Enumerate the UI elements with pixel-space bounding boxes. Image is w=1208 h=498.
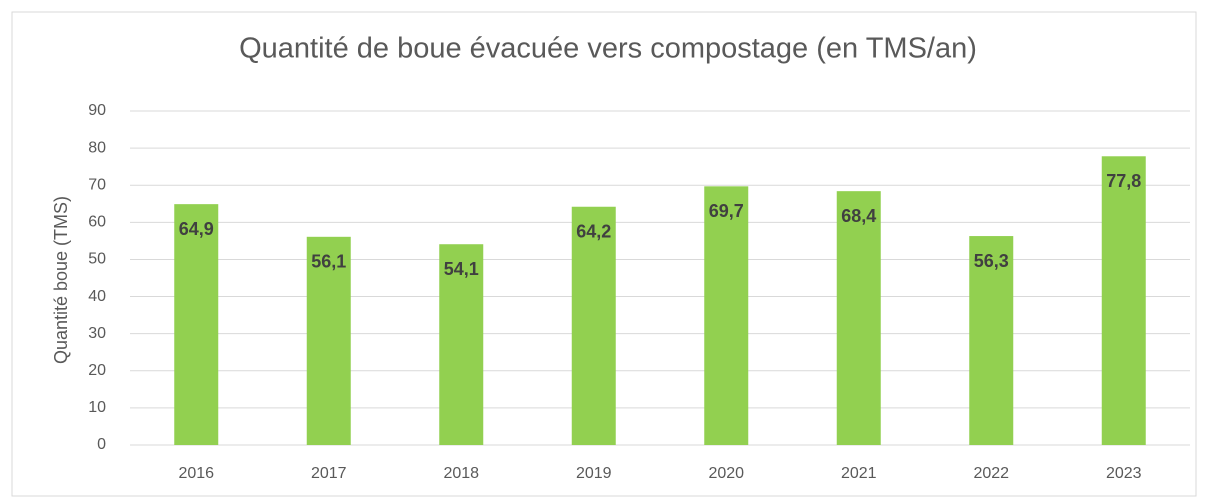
y-tick-label: 10 [88,399,106,416]
y-tick-label: 80 [88,139,106,156]
x-tick-label: 2017 [311,465,347,482]
y-tick-label: 70 [88,176,106,193]
x-tick-label: 2022 [973,465,1009,482]
bar [704,186,749,445]
data-label: 54,1 [444,259,479,279]
y-tick-label: 0 [97,436,106,453]
data-label: 64,2 [576,221,611,241]
data-label: 69,7 [709,201,744,221]
y-tick-label: 90 [88,102,106,119]
y-tick-label: 20 [88,362,106,379]
y-tick-label: 50 [88,251,106,268]
data-label: 56,3 [974,251,1009,271]
x-tick-label: 2019 [576,465,612,482]
x-tick-label: 2023 [1106,465,1142,482]
y-tick-label: 30 [88,325,106,342]
data-label: 77,8 [1106,171,1141,191]
chart-title: Quantité de boue évacuée vers compostage… [239,33,977,65]
x-tick-label: 2016 [178,465,214,482]
x-tick-label: 2020 [708,465,744,482]
data-label: 56,1 [311,252,346,272]
y-axis-label: Quantité boue (TMS) [51,196,71,364]
y-tick-label: 60 [88,214,106,231]
y-tick-label: 40 [88,288,106,305]
bar [1101,156,1146,445]
bar [306,236,351,445]
bar [174,204,219,445]
bar [439,244,484,445]
x-tick-label: 2018 [443,465,479,482]
bar [969,236,1014,445]
bar [571,206,616,445]
bar [836,191,881,445]
x-tick-label: 2021 [841,465,877,482]
data-label: 64,9 [179,219,214,239]
data-label: 68,4 [841,206,876,226]
